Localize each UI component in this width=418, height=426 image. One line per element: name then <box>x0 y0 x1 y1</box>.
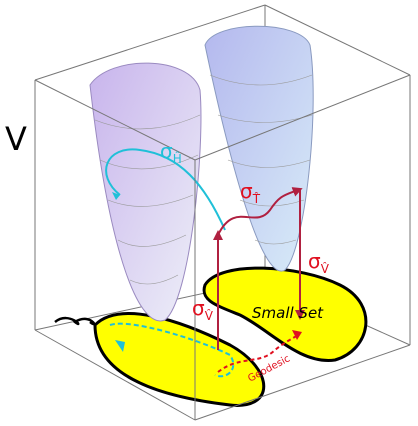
scribble <box>55 318 94 324</box>
set-left <box>95 314 264 406</box>
page: {"axis_label": "V", "labels": { "sigma_h… <box>0 0 418 426</box>
axis-label: V <box>5 120 27 158</box>
surface-left <box>90 63 201 321</box>
surface-right <box>205 26 313 271</box>
small-set-label: Small Set <box>252 304 324 322</box>
diagram: V σĤ σT̂ σV̂ σV̂ Small Set Geodesic <box>0 0 418 426</box>
label-sigma-v-right: σV̂ <box>308 249 330 276</box>
